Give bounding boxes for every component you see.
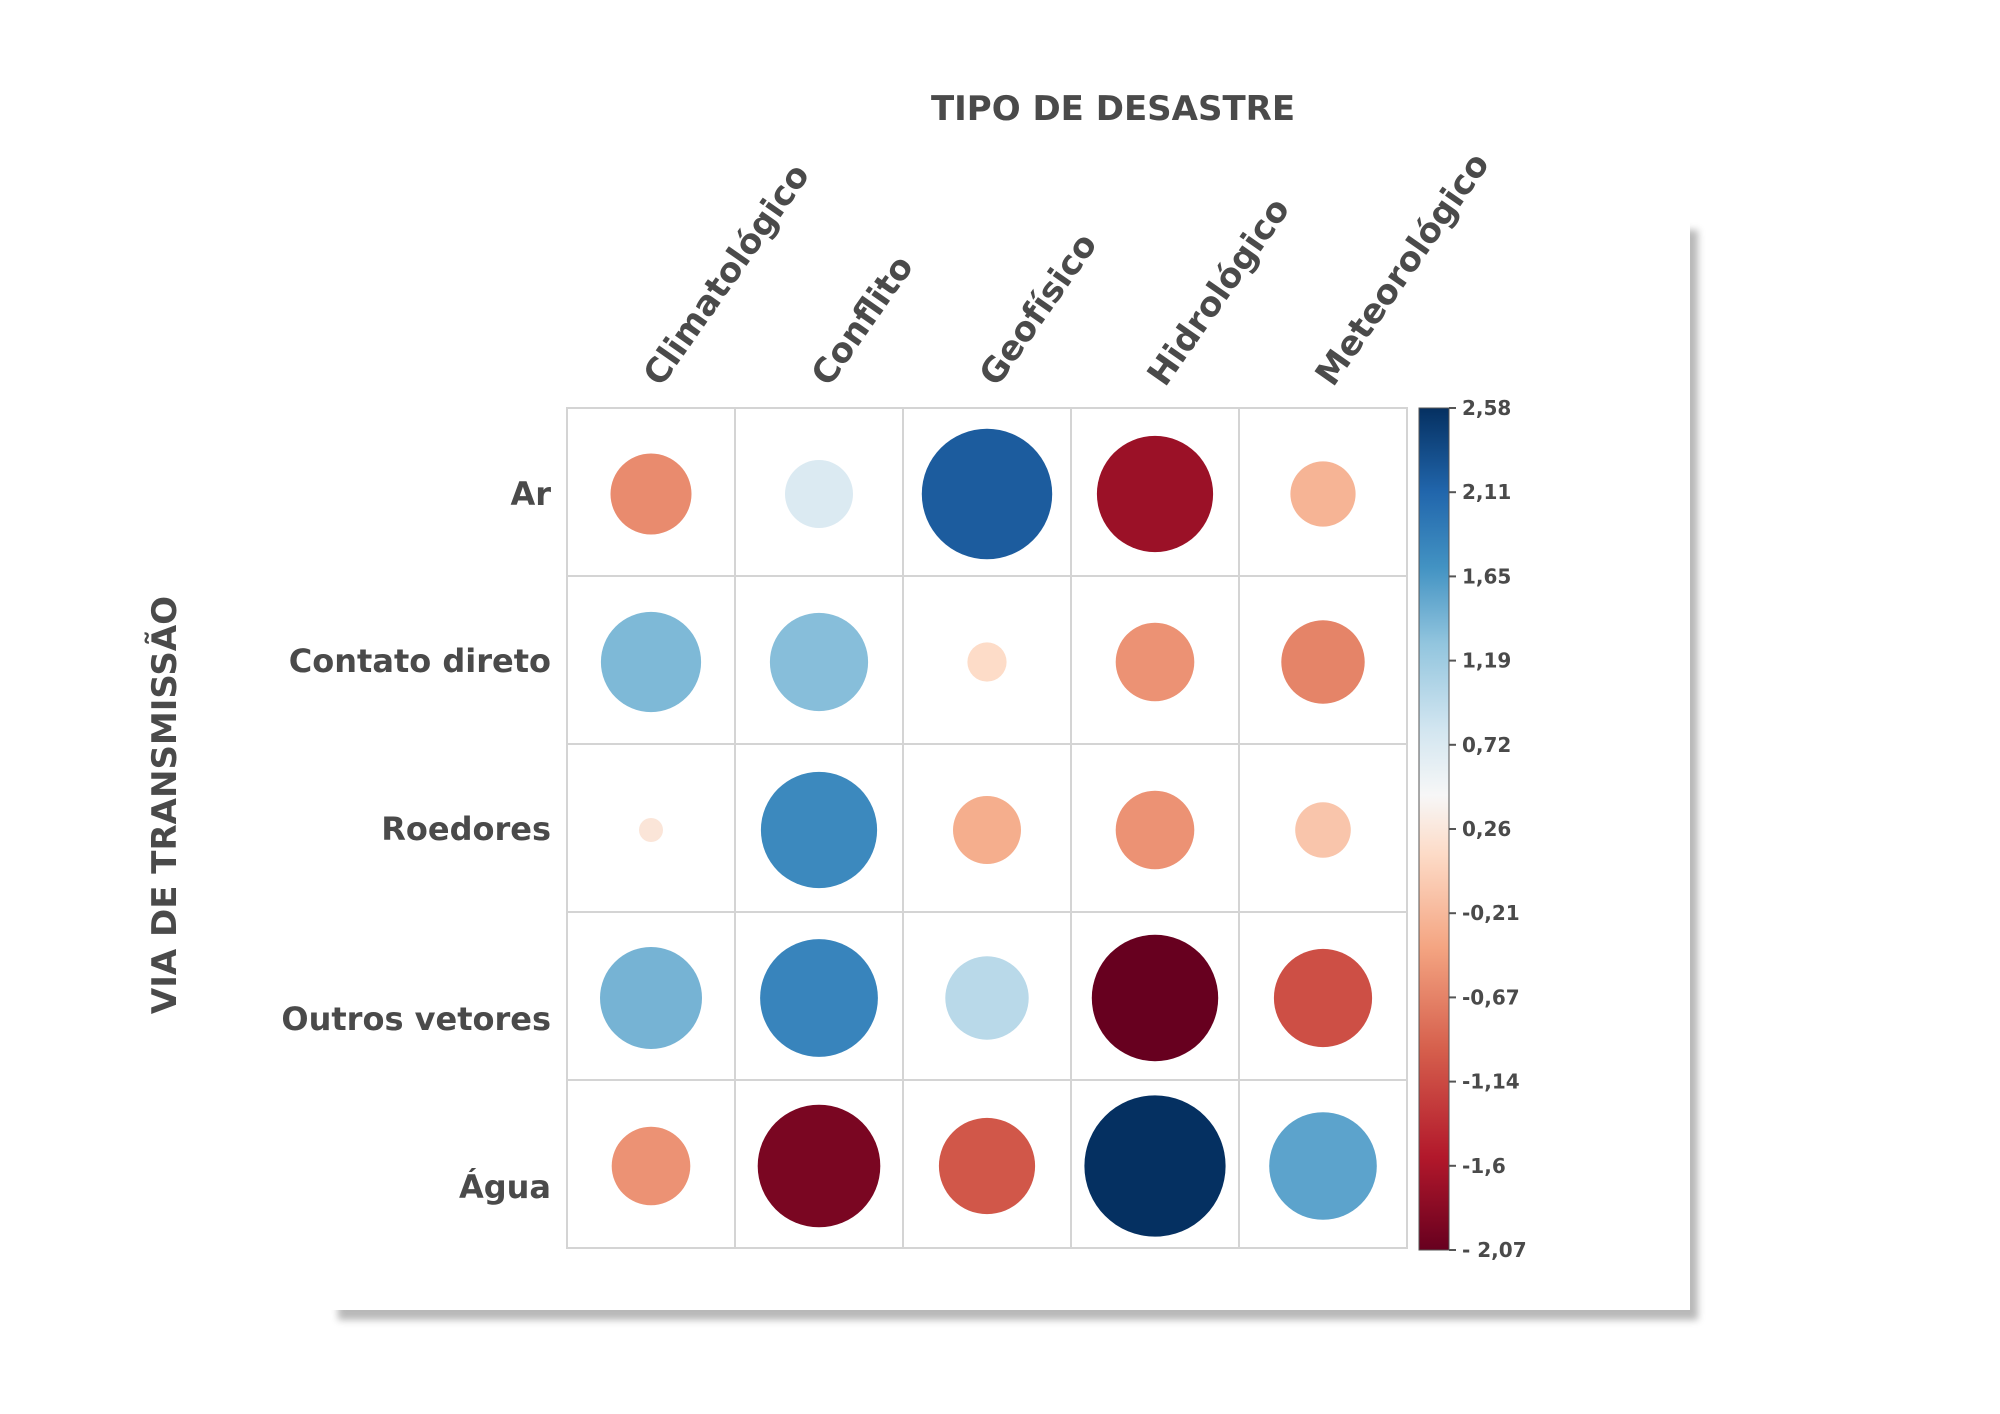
row-label: Água: [459, 1168, 551, 1206]
chart-title: TIPO DE DESASTRE: [931, 89, 1295, 129]
correlation-circle: [921, 428, 1053, 560]
correlation-circle: [1290, 461, 1356, 527]
row-label: Contato direto: [289, 642, 551, 680]
correlation-circle: [760, 939, 878, 1057]
correlation-circle: [611, 1126, 691, 1206]
correlation-circle: [600, 947, 702, 1049]
colorbar-tick-label: -1,14: [1462, 1070, 1520, 1094]
colorbar-tick-label: 2,11: [1462, 480, 1511, 504]
correlation-circle: [1084, 1095, 1226, 1237]
correlation-circle: [600, 611, 702, 713]
column-label: Geofísico: [972, 226, 1106, 393]
row-labels: Ar Contato direto Roedores Outros vetores Ág…: [281, 475, 551, 1206]
colorbar-tick-label: 2,58: [1462, 396, 1511, 420]
colorbar-tick-label: 0,26: [1462, 817, 1511, 841]
circles: [600, 428, 1377, 1237]
colorbar-tick-label: 0,72: [1462, 733, 1511, 757]
correlation-circle: [1269, 1112, 1377, 1220]
correlation-circle: [1115, 790, 1195, 870]
column-label: Conflito: [804, 248, 922, 393]
colorbar-tick-label: 1,19: [1462, 649, 1511, 673]
correlation-circle: [785, 460, 853, 528]
row-label: Roedores: [381, 810, 551, 848]
colorbar-tick-label: -1,6: [1462, 1154, 1506, 1178]
correlation-circle: [1273, 948, 1373, 1048]
correlation-circle: [1295, 802, 1351, 858]
correlation-circle: [1091, 934, 1219, 1062]
column-label: Climatológico: [636, 157, 818, 394]
colorbar-ticks: 2,58 2,11 1,65 1,19 0,72 0,26 -0,21 -0,67 -1,14 -…: [1449, 396, 1527, 1262]
correlation-circle: [1096, 435, 1214, 553]
correlation-circle: [1281, 620, 1365, 704]
row-label: Ar: [510, 475, 551, 513]
colorbar: [1418, 407, 1450, 1251]
correlation-circle: [639, 818, 663, 842]
column-label: Meteorológico: [1308, 146, 1498, 394]
column-label: Hidrológico: [1140, 191, 1298, 393]
colorbar-tick-label: - 2,07: [1462, 1238, 1527, 1262]
correlation-circle: [610, 453, 692, 535]
colorbar-tick-label: 1,65: [1462, 564, 1511, 588]
correlation-circle: [938, 1117, 1036, 1215]
correlation-circle: [1115, 622, 1195, 702]
colorbar-tick-label: -0,67: [1462, 985, 1520, 1009]
correlation-circle: [945, 956, 1029, 1040]
colorbar-tick-label: -0,21: [1462, 901, 1520, 925]
y-axis-label: VIA DE TRANSMISSÃO: [144, 596, 185, 1014]
correlation-circle: [953, 796, 1021, 864]
correlation-circle: [760, 771, 878, 889]
row-label: Outros vetores: [281, 1000, 551, 1038]
correlation-circle: [769, 612, 869, 712]
correlation-circle: [967, 642, 1007, 682]
correlation-circle: [757, 1104, 881, 1228]
